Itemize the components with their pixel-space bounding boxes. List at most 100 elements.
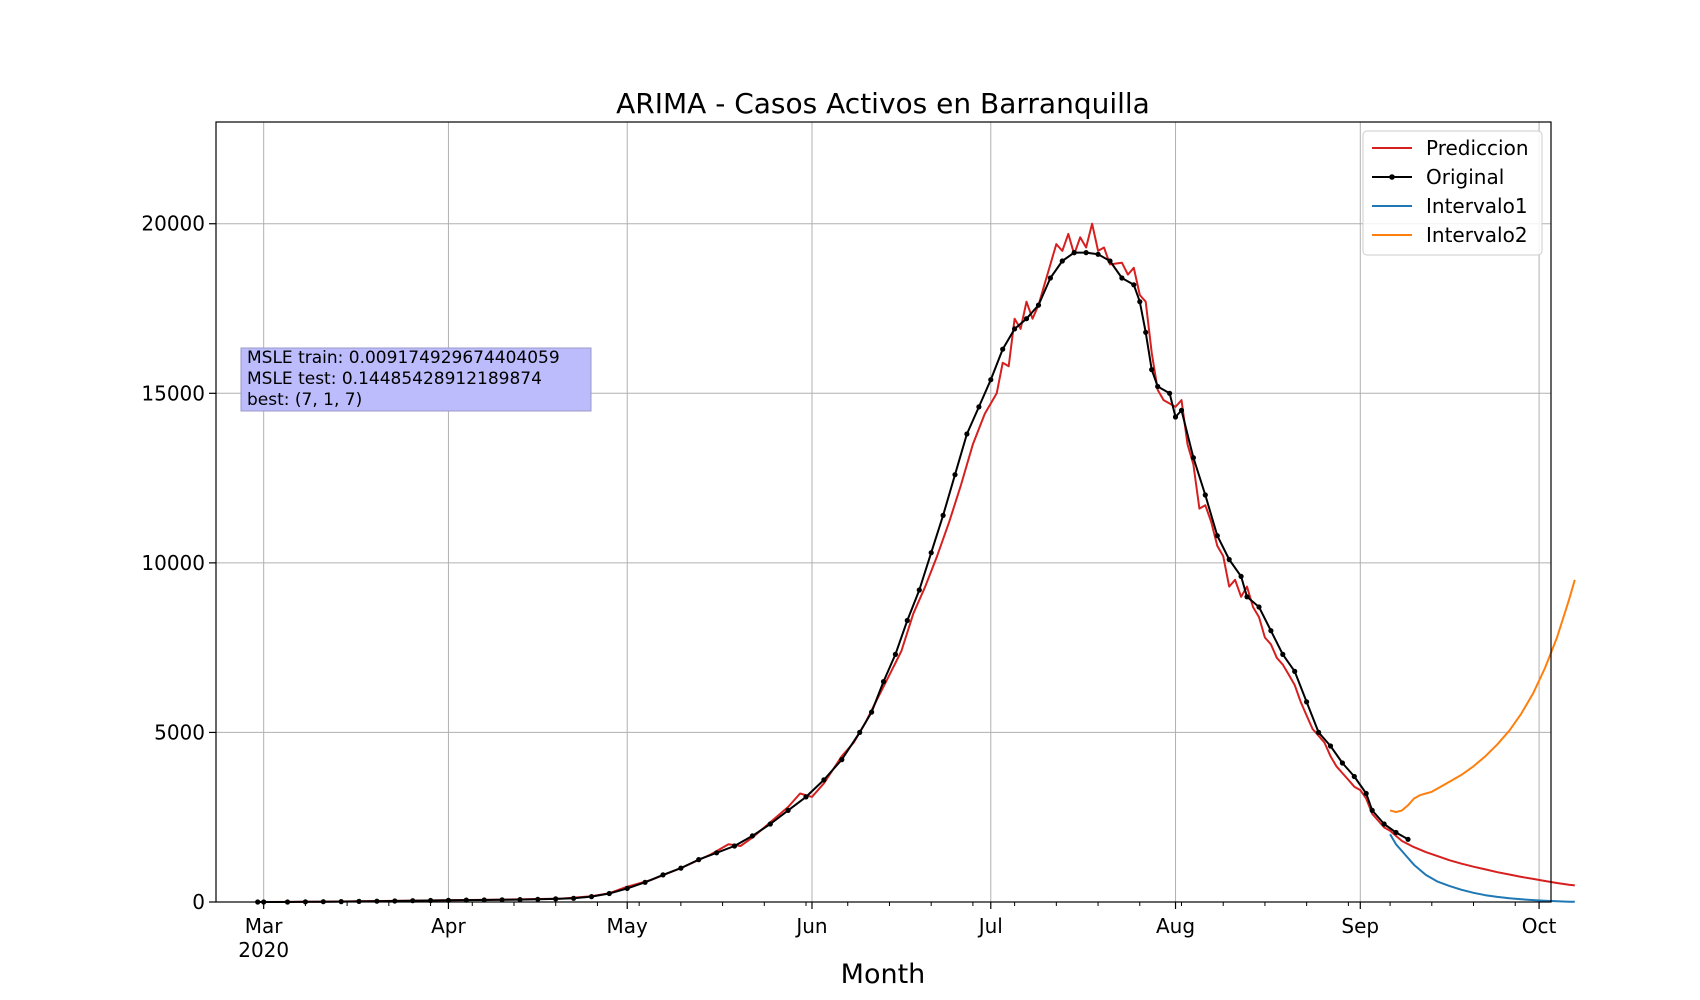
data-point-original (1405, 836, 1411, 842)
legend-entry-intervalo1: Intervalo1 (1372, 194, 1528, 218)
data-point-original (904, 617, 910, 624)
data-point-original (660, 872, 666, 878)
annotation-line-3: best: (7, 1, 7) (247, 390, 362, 410)
x-tick-label-aug: Aug (1156, 914, 1195, 938)
data-point-original (1107, 258, 1113, 264)
data-point-original (1339, 760, 1345, 766)
data-point-original (803, 794, 809, 800)
data-point-original (535, 896, 541, 902)
series-original (255, 250, 1411, 905)
data-point-original (499, 897, 505, 903)
x-axis-minor-ticks (304, 902, 1516, 906)
y-tick-label-0: 0 (192, 890, 205, 914)
data-point-original (1190, 455, 1196, 461)
legend-entry-intervalo2: Intervalo2 (1372, 223, 1528, 247)
data-point-original (606, 890, 612, 897)
data-point-original (1119, 275, 1125, 281)
data-point-original (624, 885, 630, 892)
legend-label-original: Original (1426, 165, 1504, 189)
legend: Prediccion Original Intervalo1 Intervalo… (1362, 130, 1543, 256)
data-point-original (1137, 299, 1143, 305)
data-point-original (785, 807, 791, 814)
data-point-original (374, 898, 380, 904)
data-point-original (731, 843, 738, 849)
data-point-original (714, 850, 720, 856)
y-tick-label-20000: 20000 (141, 212, 205, 236)
data-point-original (839, 757, 845, 763)
data-point-original (1393, 829, 1399, 836)
x-tick-label-jun: Jun (794, 914, 827, 938)
data-point-original (481, 897, 487, 903)
data-point-original (988, 377, 994, 383)
data-point-original (857, 729, 863, 736)
annotation-line-2: MSLE test: 0.14485428912189874 (247, 369, 542, 389)
data-point-original (1351, 773, 1357, 780)
data-point-original (1095, 251, 1101, 257)
data-point-original (1238, 573, 1244, 580)
data-point-original (1304, 699, 1310, 705)
data-point-original (1012, 326, 1018, 332)
x-tick-label-apr: Apr (431, 914, 466, 938)
data-point-original (1268, 628, 1274, 634)
data-point-original (517, 897, 523, 903)
data-point-original (1214, 533, 1220, 539)
legend-marker-original (1389, 174, 1395, 180)
y-tick-label-15000: 15000 (141, 381, 205, 405)
data-point-original (1071, 250, 1077, 256)
x-tick-label-jul: Jul (977, 914, 1003, 938)
data-point-original (1244, 594, 1250, 600)
y-axis: 0 5000 10000 15000 20000 (141, 212, 216, 914)
data-point-original (1292, 668, 1298, 675)
data-point-original (821, 777, 827, 783)
data-point-original (1172, 414, 1179, 420)
data-point-original (571, 895, 577, 901)
data-point-original (1143, 329, 1149, 335)
data-point-original (1155, 383, 1161, 390)
annotation-background (240, 347, 592, 412)
series-prediccion (257, 222, 1575, 903)
data-point-original (1023, 316, 1030, 322)
data-point-original (1316, 729, 1322, 736)
y-tick-label-10000: 10000 (141, 551, 205, 575)
data-point-original (928, 550, 934, 556)
x-axis-label: Month (841, 959, 926, 990)
series-line-intervalo2 (1389, 579, 1576, 814)
data-point-original (678, 865, 684, 871)
series-line-prediccion (257, 222, 1575, 903)
data-point-original (1327, 743, 1334, 749)
data-point-original (892, 651, 899, 658)
data-point-original (696, 857, 702, 863)
data-point-original (1381, 821, 1387, 827)
data-point-original (767, 821, 773, 827)
legend-label-intervalo2: Intervalo2 (1426, 223, 1528, 247)
annotation-box: MSLE train: 0.009174929674404059 MSLE te… (240, 347, 592, 412)
series-layer (255, 222, 1576, 905)
data-point-original (1178, 407, 1185, 413)
plot-frame (215, 121, 1552, 903)
x-tick-sublabel-year: 2020 (238, 938, 289, 962)
data-point-original (952, 472, 958, 478)
legend-label-intervalo1: Intervalo1 (1426, 194, 1528, 218)
x-tick-label-may: May (607, 914, 649, 938)
legend-entry-prediccion: Prediccion (1372, 136, 1529, 160)
x-tick-label-sep: Sep (1341, 914, 1379, 938)
data-point-original (1149, 367, 1155, 373)
series-intervalo2 (1389, 579, 1576, 814)
series-line-intervalo1 (1389, 833, 1575, 903)
chart-title: ARIMA - Casos Activos en Barranquilla (616, 87, 1150, 120)
data-point-original (1363, 790, 1369, 797)
data-point-original (1131, 282, 1137, 288)
y-tick-label-5000: 5000 (154, 720, 205, 744)
data-point-original (1035, 302, 1042, 308)
data-point-original (869, 709, 875, 715)
data-point-original (1226, 556, 1232, 563)
data-point-original (1059, 258, 1065, 264)
data-point-original (940, 512, 946, 519)
annotation-line-1: MSLE train: 0.009174929674404059 (247, 348, 560, 368)
data-point-original (1167, 390, 1173, 396)
data-point-original (976, 404, 982, 410)
data-point-original (1047, 275, 1053, 281)
x-tick-label-oct: Oct (1522, 914, 1557, 938)
